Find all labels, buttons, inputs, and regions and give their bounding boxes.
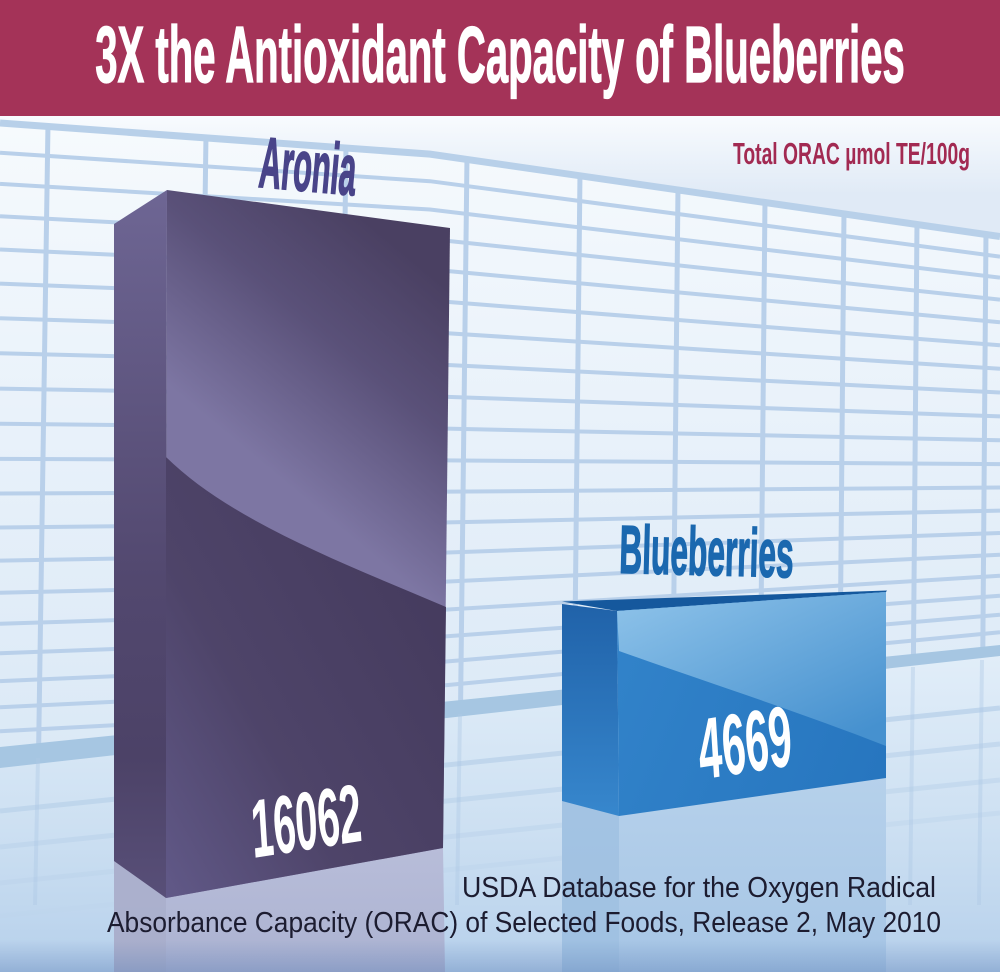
svg-text:Absorbance Capacity (ORAC) of: Absorbance Capacity (ORAC) of Selected F… [107, 907, 941, 939]
svg-text:16062: 16062 [244, 768, 368, 876]
svg-text:USDA Database for the Oxygen R: USDA Database for the Oxygen Radical [462, 872, 936, 904]
svg-text:3X the Antioxidant Capacity of: 3X the Antioxidant Capacity of Blueberri… [95, 10, 905, 99]
svg-text:4669: 4669 [690, 688, 799, 798]
svg-text:Blueberries: Blueberries [618, 512, 794, 593]
svg-text:Total ORAC µmol TE/100g: Total ORAC µmol TE/100g [733, 136, 970, 171]
svg-text:Aronia: Aronia [256, 122, 360, 211]
